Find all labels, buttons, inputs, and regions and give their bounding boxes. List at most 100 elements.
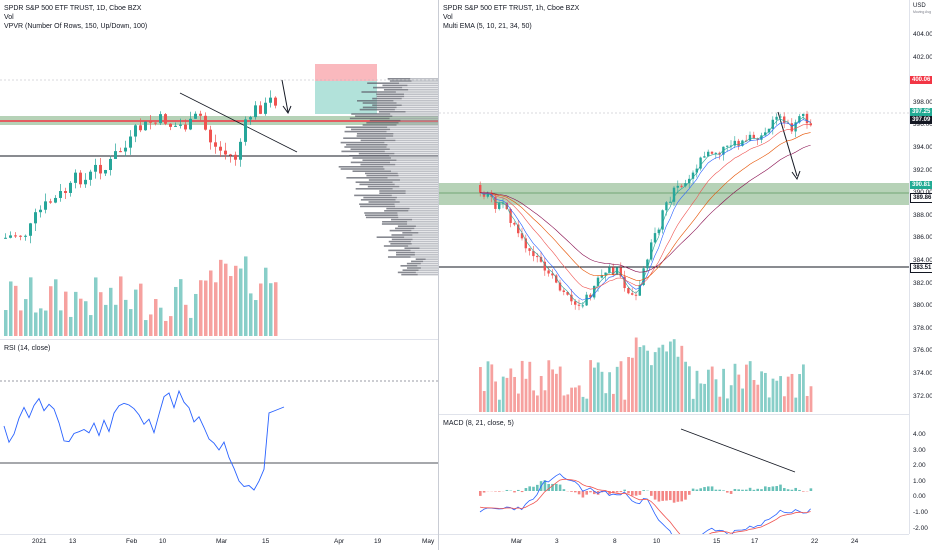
left-rsi-pane[interactable]: RSI (14, close) <box>0 339 438 535</box>
volume-bar <box>506 378 509 412</box>
rsi-chart[interactable] <box>0 340 438 535</box>
volume-bar <box>699 383 702 412</box>
volume-bar <box>677 357 680 412</box>
vpvr-bar-up <box>366 122 398 124</box>
macd-chart[interactable] <box>439 415 909 535</box>
macd-histogram-bar <box>783 488 786 491</box>
vpvr-bar-up <box>411 261 423 263</box>
macd-histogram-bar <box>699 488 702 491</box>
candle-body <box>513 223 515 225</box>
candle-body <box>646 260 648 269</box>
right-y-axis[interactable]: USD Moving Avg 404.00402.00400.00398.003… <box>909 0 932 534</box>
vpvr-bar-up <box>360 206 395 208</box>
macd-histogram-bar <box>787 489 790 491</box>
volume-bar <box>620 361 623 412</box>
volume-bar <box>479 367 482 412</box>
volume-bar <box>487 361 490 412</box>
volume-bar <box>798 374 801 412</box>
volume-bar <box>756 385 759 412</box>
candle-body <box>94 165 97 172</box>
candle-body <box>791 123 793 131</box>
macd-histogram-bar <box>741 490 744 491</box>
right-price-chart[interactable] <box>439 0 909 413</box>
volume-bar <box>787 377 790 412</box>
macd-histogram-bar <box>658 491 661 502</box>
volume-bar <box>574 387 577 412</box>
volume-bar <box>794 398 797 412</box>
macd-histogram-bar <box>677 491 680 502</box>
vpvr-bar-down <box>399 175 438 177</box>
macd-histogram-bar <box>665 491 668 501</box>
right-price-tick: 382.00 <box>913 280 932 287</box>
vpvr-bar-down <box>392 115 438 117</box>
macd-tick: 2.00 <box>913 462 926 469</box>
volume-bar <box>269 283 273 336</box>
vpvr-bar-down <box>407 85 438 87</box>
volume-bar <box>627 357 630 412</box>
candle-body <box>79 173 82 185</box>
vpvr-bar-up <box>403 269 419 271</box>
volume-bar <box>244 256 248 336</box>
macd-histogram-bar <box>521 491 524 492</box>
right-chart-pane[interactable]: SPDR S&P 500 ETF TRUST, 1h, Cboe BZX Vol… <box>439 0 909 413</box>
vpvr-bar-down <box>393 100 438 102</box>
macd-histogram-bar <box>718 490 721 491</box>
vpvr-bar-up <box>362 159 396 161</box>
candle-body <box>631 293 633 294</box>
target-box-red <box>315 64 377 81</box>
left-chart-pane[interactable]: SPDR S&P 500 ETF TRUST, 1D, Cboe BZX Vol… <box>0 0 438 338</box>
right-ema-label: Multi EMA (5, 10, 21, 34, 50) <box>443 22 532 31</box>
macd-tick: -1.00 <box>913 509 928 516</box>
vpvr-bar-down <box>408 89 438 91</box>
vpvr-bar-up <box>345 131 387 133</box>
volume-bar <box>806 396 809 412</box>
vpvr-bar-down <box>402 98 438 100</box>
volume-bar <box>154 299 158 336</box>
volume-bar <box>608 372 611 412</box>
volume-bar <box>661 345 664 412</box>
vpvr-bar-down <box>417 265 438 267</box>
candle-body <box>711 152 713 154</box>
vpvr-bar-down <box>396 199 438 201</box>
volume-bar <box>525 379 528 412</box>
right-price-tick: 374.00 <box>913 370 932 377</box>
candle-body <box>677 186 679 188</box>
vpvr-bar-down <box>398 173 438 175</box>
volume-bar <box>94 277 98 336</box>
macd-histogram-bar <box>578 491 581 494</box>
candle-body <box>224 151 227 155</box>
candle-body <box>753 135 755 138</box>
macd-histogram-bar <box>802 491 805 492</box>
candle-body <box>139 125 142 130</box>
volume-bar <box>559 367 562 412</box>
vpvr-bar-up <box>357 135 394 137</box>
volume-bar <box>741 389 744 412</box>
axis-sub-label: Moving Avg <box>913 10 931 14</box>
macd-histogram-bar <box>563 489 566 491</box>
macd-histogram-bar <box>745 490 748 491</box>
right-macd-pane[interactable]: MACD (8, 21, close, 5) <box>439 414 909 535</box>
vpvr-bar-down <box>407 223 438 225</box>
volume-bar <box>144 320 148 336</box>
vpvr-bar-up <box>370 120 401 122</box>
vpvr-bar-down <box>406 111 438 113</box>
candle-body <box>134 125 137 136</box>
vpvr-bar-up <box>368 186 400 188</box>
candle-body <box>39 210 42 212</box>
vpvr-bar-up <box>364 212 397 214</box>
volume-bar <box>54 279 58 336</box>
left-time-label: 10 <box>159 538 166 545</box>
volume-bar <box>513 377 516 412</box>
volume-bar <box>124 300 128 336</box>
volume-bar <box>39 308 43 336</box>
candle-body <box>806 114 808 123</box>
macd-histogram-bar <box>650 491 653 496</box>
macd-histogram-bar <box>703 487 706 491</box>
macd-histogram-bar <box>559 485 562 491</box>
vpvr-bar-up <box>382 85 407 87</box>
vpvr-bar-down <box>426 258 438 260</box>
left-price-chart[interactable] <box>0 0 438 338</box>
candle-body <box>239 142 242 160</box>
